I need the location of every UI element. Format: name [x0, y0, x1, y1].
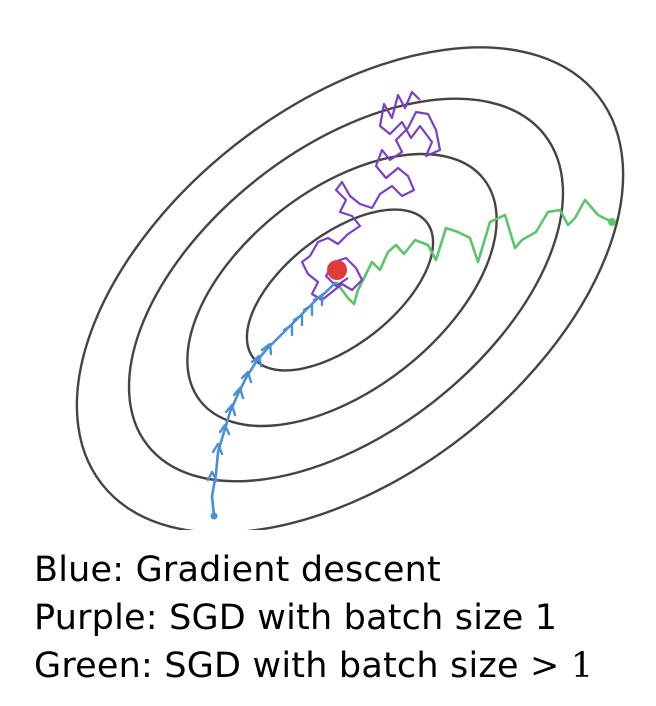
contour-ring-inner	[245, 208, 435, 372]
gradient-arrow-7	[250, 354, 263, 368]
minimum-point	[327, 260, 347, 280]
legend-green-caption: Green: SGD with batch size > 1	[34, 642, 644, 690]
gradient-arrow-9	[282, 323, 294, 337]
gradient-arrow-8	[260, 342, 273, 356]
contour-lines	[75, 46, 625, 530]
legend-green-math: > 1	[530, 646, 594, 686]
legend-blue-prefix: Blue:	[34, 550, 136, 590]
gradient-arrow-6	[240, 370, 253, 384]
gradient-arrow-5	[232, 386, 245, 400]
contour-ring-third	[127, 97, 565, 483]
sgd-batch-1-path	[300, 90, 442, 302]
legend-blue-caption: Blue: Gradient descent	[34, 546, 644, 594]
contour-diagram	[75, 46, 625, 530]
contour-ring-second	[186, 152, 498, 428]
gradient-arrow-10	[292, 313, 304, 327]
gradient-descent-arrowheads	[206, 293, 324, 483]
legend-purple-caption: Purple: SGD with batch size 1	[34, 594, 644, 642]
gradient-descent-start-dot	[210, 512, 218, 520]
legend-blue-label: Gradient descent	[135, 550, 441, 590]
contour-ring-outer	[75, 46, 625, 530]
legend-purple-label: SGD with batch size 1	[169, 598, 558, 638]
sgd-batch-gt-1-start-dot	[608, 218, 616, 226]
legend-green-label: SGD with batch size	[164, 646, 531, 686]
gradient-arrow-2	[211, 442, 224, 456]
gradient-arrow-4	[224, 403, 237, 417]
gradient-arrow-12	[312, 293, 324, 307]
legend-captions: Blue: Gradient descent Purple: SGD with …	[34, 546, 644, 690]
gradient-arrow-3	[218, 423, 231, 436]
gradient-arrow-11	[302, 303, 314, 317]
gradient-arrow-1	[206, 470, 219, 483]
legend-purple-prefix: Purple:	[34, 598, 170, 638]
legend-green-prefix: Green:	[34, 646, 165, 686]
